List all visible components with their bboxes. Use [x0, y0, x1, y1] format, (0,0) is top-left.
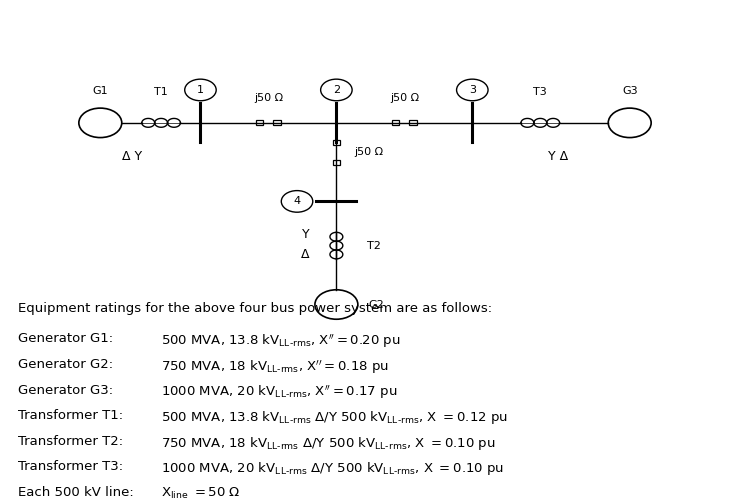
- Text: Generator G2:: Generator G2:: [18, 358, 113, 371]
- Text: Δ: Δ: [301, 248, 310, 261]
- Bar: [410, 120, 417, 125]
- Text: 1000 MVA, 20 kV$_{\sf LL\text{-}rms}$ $\Delta$/Y 500 kV$_{\sf LL\text{-}rms}$, X: 1000 MVA, 20 kV$_{\sf LL\text{-}rms}$ $\…: [161, 460, 504, 477]
- Bar: [274, 120, 280, 125]
- Text: T2: T2: [367, 240, 381, 250]
- Text: Generator G1:: Generator G1:: [18, 333, 113, 346]
- Bar: [392, 120, 399, 125]
- Text: Transformer T3:: Transformer T3:: [18, 460, 123, 473]
- Text: G3: G3: [622, 86, 637, 96]
- Text: 500 MVA, 13.8 kV$_{\sf LL\text{-}rms}$, X$'' = 0.20$ pu: 500 MVA, 13.8 kV$_{\sf LL\text{-}rms}$, …: [161, 333, 401, 350]
- Text: T1: T1: [154, 87, 168, 97]
- Text: 500 MVA, 13.8 kV$_{\sf LL\text{-}rms}$ $\Delta$/Y 500 kV$_{\sf LL\text{-}rms}$, : 500 MVA, 13.8 kV$_{\sf LL\text{-}rms}$ $…: [161, 409, 508, 426]
- Text: Generator G3:: Generator G3:: [18, 384, 113, 397]
- Text: j50 Ω: j50 Ω: [254, 93, 283, 103]
- Text: j50 Ω: j50 Ω: [390, 93, 419, 103]
- Text: 3: 3: [469, 85, 476, 95]
- Text: 4: 4: [293, 196, 301, 206]
- Text: G1: G1: [93, 86, 108, 96]
- Text: Y Δ: Y Δ: [548, 150, 568, 163]
- Text: 750 MVA, 18 kV$_{\sf LL\text{-}rms}$, X$'' = 0.18$ pu: 750 MVA, 18 kV$_{\sf LL\text{-}rms}$, X$…: [161, 358, 389, 376]
- Text: Δ Y: Δ Y: [123, 150, 142, 163]
- Text: Equipment ratings for the above four bus power system are as follows:: Equipment ratings for the above four bus…: [18, 302, 492, 315]
- Text: 1: 1: [197, 85, 204, 95]
- Text: Each 500 kV line:: Each 500 kV line:: [18, 485, 134, 498]
- Text: X$_{\sf line}$ $= 50\ \Omega$: X$_{\sf line}$ $= 50\ \Omega$: [161, 485, 241, 501]
- Bar: [333, 160, 340, 164]
- Text: Transformer T1:: Transformer T1:: [18, 409, 123, 422]
- Text: j50 Ω: j50 Ω: [354, 147, 383, 157]
- Bar: [333, 140, 340, 145]
- Text: T3: T3: [534, 87, 548, 97]
- Text: Y: Y: [301, 228, 310, 241]
- Text: 2: 2: [333, 85, 340, 95]
- Text: 1000 MVA, 20 kV$_{\sf LL\text{-}rms}$, X$'' = 0.17$ pu: 1000 MVA, 20 kV$_{\sf LL\text{-}rms}$, X…: [161, 384, 397, 401]
- Text: G2: G2: [369, 300, 384, 310]
- Text: 750 MVA, 18 kV$_{\sf LL\text{-}rms}$ $\Delta$/Y 500 kV$_{\sf LL\text{-}rms}$, X : 750 MVA, 18 kV$_{\sf LL\text{-}rms}$ $\D…: [161, 434, 496, 451]
- Bar: [256, 120, 264, 125]
- Text: Transformer T2:: Transformer T2:: [18, 434, 123, 447]
